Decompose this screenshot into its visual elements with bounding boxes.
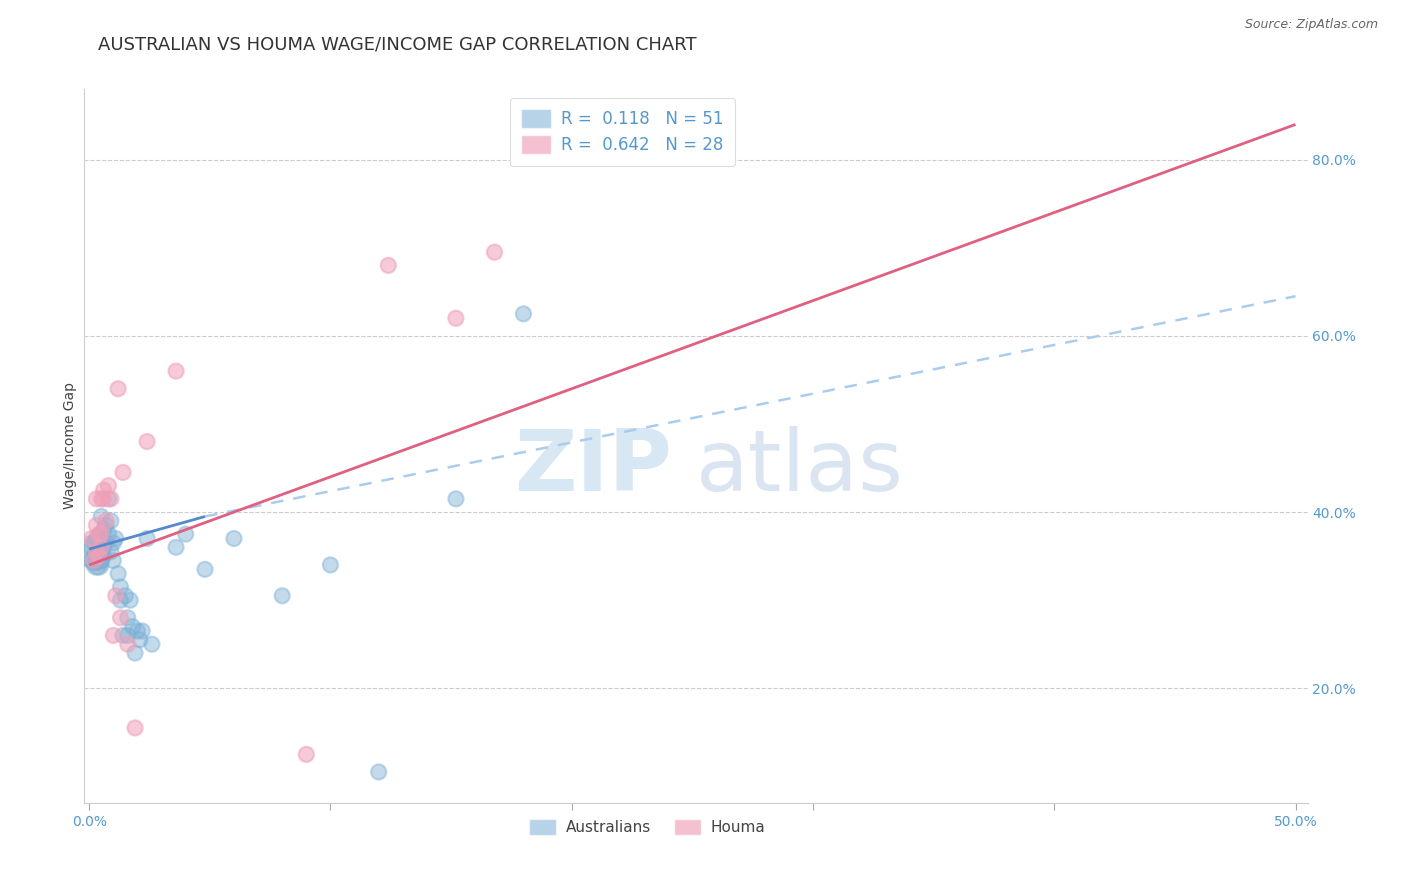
Point bbox=[131, 624, 153, 638]
Point bbox=[90, 541, 112, 555]
Point bbox=[110, 593, 132, 607]
Point bbox=[103, 536, 125, 550]
Point bbox=[83, 553, 105, 567]
Point bbox=[124, 721, 146, 735]
Point bbox=[83, 553, 105, 567]
Point bbox=[117, 611, 139, 625]
Point bbox=[93, 523, 115, 537]
Point bbox=[87, 545, 110, 559]
Point bbox=[165, 541, 187, 555]
Point bbox=[86, 549, 108, 563]
Point bbox=[86, 558, 108, 572]
Point bbox=[86, 518, 108, 533]
Point bbox=[512, 307, 534, 321]
Point bbox=[444, 491, 467, 506]
Point bbox=[90, 527, 112, 541]
Point bbox=[271, 589, 294, 603]
Text: Source: ZipAtlas.com: Source: ZipAtlas.com bbox=[1244, 18, 1378, 31]
Text: AUSTRALIAN VS HOUMA WAGE/INCOME GAP CORRELATION CHART: AUSTRALIAN VS HOUMA WAGE/INCOME GAP CORR… bbox=[98, 36, 697, 54]
Point bbox=[111, 466, 134, 480]
Point bbox=[94, 536, 117, 550]
Point bbox=[93, 491, 115, 506]
Point bbox=[83, 541, 105, 555]
Y-axis label: Wage/Income Gap: Wage/Income Gap bbox=[63, 383, 77, 509]
Text: atlas: atlas bbox=[696, 425, 904, 509]
Point bbox=[90, 509, 112, 524]
Point bbox=[114, 589, 136, 603]
Point bbox=[136, 434, 159, 449]
Point bbox=[93, 541, 115, 555]
Point bbox=[222, 532, 245, 546]
Point bbox=[117, 628, 139, 642]
Point bbox=[103, 628, 125, 642]
Point bbox=[87, 527, 110, 541]
Point bbox=[124, 646, 146, 660]
Point bbox=[111, 628, 134, 642]
Point bbox=[100, 545, 122, 559]
Point bbox=[127, 624, 149, 638]
Point bbox=[100, 491, 122, 506]
Point bbox=[97, 491, 120, 506]
Point bbox=[128, 632, 150, 647]
Point bbox=[90, 545, 112, 559]
Point bbox=[103, 553, 125, 567]
Point bbox=[87, 553, 110, 567]
Point bbox=[295, 747, 318, 762]
Point bbox=[93, 549, 115, 563]
Point bbox=[104, 532, 127, 546]
Point bbox=[80, 532, 103, 546]
Legend: Australians, Houma: Australians, Houma bbox=[523, 813, 772, 841]
Point bbox=[141, 637, 163, 651]
Point bbox=[136, 532, 159, 546]
Point bbox=[484, 245, 506, 260]
Point bbox=[107, 566, 129, 581]
Point bbox=[110, 611, 132, 625]
Point bbox=[174, 527, 197, 541]
Point bbox=[86, 536, 108, 550]
Point bbox=[86, 545, 108, 559]
Point bbox=[90, 527, 112, 541]
Point bbox=[97, 527, 120, 541]
Point bbox=[107, 382, 129, 396]
Point bbox=[97, 478, 120, 492]
Point bbox=[87, 558, 110, 572]
Point bbox=[319, 558, 342, 572]
Point bbox=[90, 491, 112, 506]
Point bbox=[104, 589, 127, 603]
Point bbox=[87, 532, 110, 546]
Point bbox=[121, 619, 143, 633]
Text: ZIP: ZIP bbox=[513, 425, 672, 509]
Point bbox=[90, 553, 112, 567]
Point bbox=[93, 483, 115, 497]
Point bbox=[86, 491, 108, 506]
Point bbox=[87, 549, 110, 563]
Point bbox=[194, 562, 217, 576]
Point bbox=[377, 259, 399, 273]
Point bbox=[444, 311, 467, 326]
Point bbox=[367, 764, 389, 779]
Point bbox=[94, 518, 117, 533]
Point bbox=[117, 637, 139, 651]
Point bbox=[90, 541, 112, 555]
Point bbox=[165, 364, 187, 378]
Point bbox=[94, 514, 117, 528]
Point bbox=[100, 514, 122, 528]
Point bbox=[80, 545, 103, 559]
Point bbox=[110, 580, 132, 594]
Point bbox=[120, 593, 142, 607]
